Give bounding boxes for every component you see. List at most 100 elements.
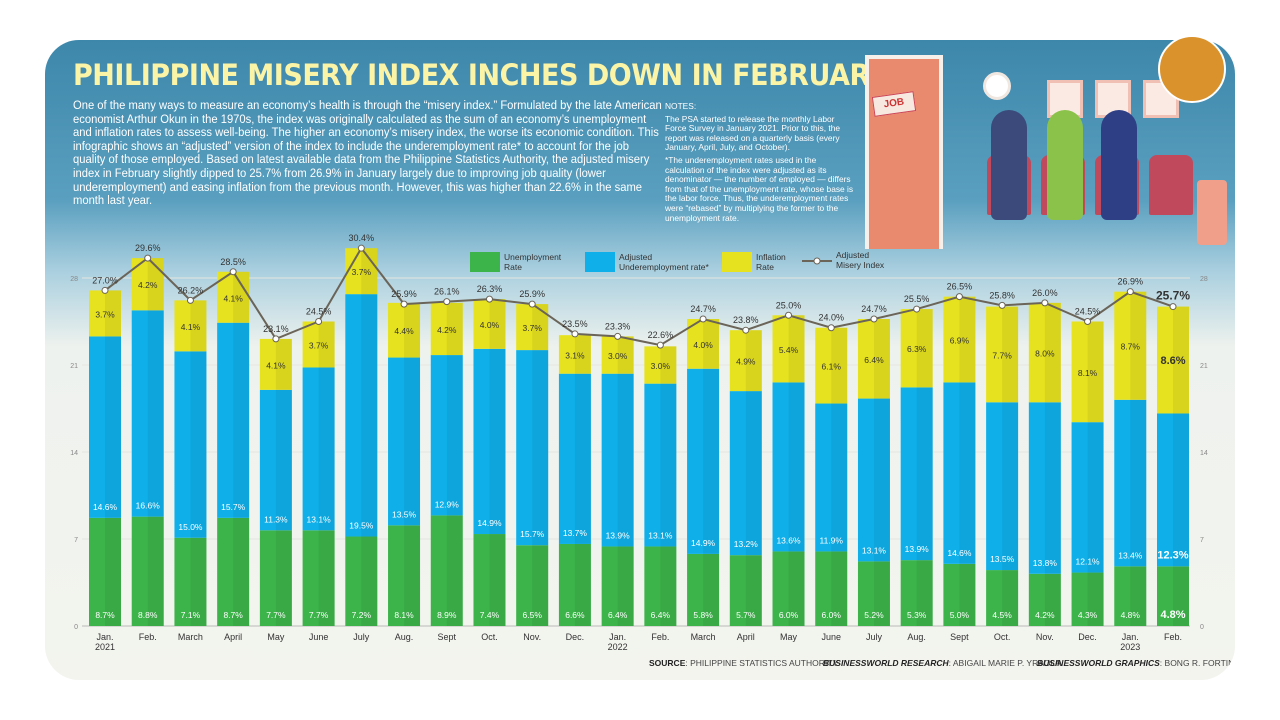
- misery-index-point: [913, 305, 921, 313]
- door-illustration: [865, 55, 943, 249]
- x-tick-label: Jan.: [1122, 632, 1139, 642]
- misery-index-label: 26.2%: [178, 285, 204, 295]
- misery-index-point: [870, 315, 878, 323]
- bar-shade: [105, 336, 121, 518]
- bar-shade: [660, 346, 677, 384]
- bar-segment: [259, 338, 292, 390]
- source-credit: SOURCE: PHILIPPINE STATISTICS AUTHORITY: [649, 658, 839, 668]
- misery-index-point: [528, 300, 536, 308]
- intro-paragraph: One of the many ways to measure an econo…: [73, 98, 662, 208]
- research-credit: BUSINESSWORLD RESEARCH: ABIGAIL MARIE P.…: [823, 658, 1061, 668]
- data-label: 4.1%: [181, 322, 201, 332]
- bar-shade: [233, 517, 250, 626]
- note-2: *The underemployment rates used in the c…: [665, 154, 854, 223]
- bar-shade: [1002, 570, 1019, 626]
- misery-index-label: 26.0%: [1032, 288, 1058, 298]
- data-label: 5.7%: [736, 610, 756, 620]
- legend-label: Unemployment: [504, 252, 562, 262]
- bar-shade: [275, 530, 292, 626]
- bar-segment: [986, 306, 1019, 403]
- bar-segment: [89, 517, 121, 626]
- misery-index-label: 23.1%: [263, 324, 289, 334]
- bar-shade: [916, 560, 933, 626]
- legend-marker: [813, 257, 821, 265]
- data-label: 8.6%: [1160, 355, 1185, 367]
- data-label: 13.8%: [1033, 558, 1058, 568]
- bar-segment: [345, 536, 378, 626]
- data-label: 5.8%: [693, 610, 713, 620]
- x-tick-label: Feb.: [1164, 632, 1182, 642]
- misery-index-label: 24.7%: [861, 304, 887, 314]
- bar-shade: [190, 300, 207, 352]
- bar-segment: [174, 537, 207, 626]
- legend-label: Rate: [756, 262, 774, 272]
- data-label: 13.9%: [606, 530, 631, 540]
- bar-shade: [1087, 321, 1104, 423]
- data-label: 8.7%: [1121, 342, 1141, 352]
- bar-segment: [601, 373, 634, 547]
- misery-index-label: 23.3%: [605, 321, 631, 331]
- bar-shade: [703, 553, 720, 626]
- bar-segment: [943, 296, 976, 383]
- bar-segment: [986, 402, 1019, 571]
- misery-index-label: 28.5%: [220, 257, 246, 267]
- bar-shade: [1130, 399, 1147, 567]
- legend-label: Rate: [504, 262, 522, 272]
- misery-index-label: 25.5%: [904, 294, 930, 304]
- data-label: 7.2%: [352, 610, 372, 620]
- misery-index-point: [571, 330, 579, 338]
- data-label: 4.1%: [223, 293, 243, 303]
- data-label: 6.1%: [822, 362, 842, 372]
- data-label: 4.2%: [437, 325, 457, 335]
- bar-shade: [404, 302, 421, 358]
- misery-index-label: 25.7%: [1156, 289, 1190, 303]
- misery-index-point: [229, 268, 237, 276]
- misery-index-label: 24.5%: [306, 307, 332, 317]
- bar-segment: [430, 515, 463, 626]
- bar-shade: [916, 309, 933, 388]
- data-label: 4.8%: [1160, 609, 1185, 621]
- bar-segment: [857, 319, 890, 399]
- misery-index-label: 25.0%: [776, 300, 802, 310]
- data-label: 3.0%: [608, 351, 628, 361]
- bar-shade: [1087, 422, 1104, 573]
- person-illustration: [1047, 110, 1083, 220]
- plant-illustration: [1197, 180, 1227, 245]
- misery-index-point: [1084, 318, 1092, 325]
- y-tick-label-right: 21: [1200, 363, 1208, 370]
- bar-shade: [574, 335, 591, 374]
- bar-shade: [446, 302, 463, 356]
- data-label: 13.4%: [1118, 550, 1143, 560]
- bar-segment: [345, 248, 378, 295]
- bar-segment: [1114, 399, 1147, 567]
- bar-segment: [1157, 413, 1189, 567]
- bar-segment: [900, 387, 933, 561]
- data-label: 7.1%: [181, 610, 201, 620]
- bar-segment: [1071, 422, 1104, 573]
- misery-index-point: [614, 332, 622, 340]
- bar-shade: [404, 357, 421, 526]
- bar-segment: [857, 561, 890, 626]
- data-label: 6.4%: [864, 355, 884, 365]
- bar-segment: [473, 534, 506, 626]
- misery-index-label: 26.5%: [947, 282, 973, 292]
- bar-segment: [1114, 291, 1147, 400]
- data-label: 3.0%: [651, 361, 671, 371]
- bar-shade: [1044, 573, 1061, 626]
- bar-segment: [1028, 302, 1061, 403]
- data-label: 6.3%: [907, 344, 927, 354]
- bar-segment: [1071, 572, 1104, 626]
- legend-swatch: [722, 252, 752, 272]
- bar-segment: [89, 336, 121, 518]
- bar-segment: [644, 346, 677, 384]
- bar-shade: [788, 551, 805, 626]
- data-label: 8.1%: [394, 610, 414, 620]
- misery-index-point: [827, 324, 835, 332]
- legend-swatch: [470, 252, 500, 272]
- bar-shade: [831, 551, 848, 626]
- data-label: 11.3%: [264, 514, 288, 524]
- person-illustration: [1101, 110, 1137, 220]
- data-label: 3.7%: [523, 323, 543, 333]
- bar-segment: [558, 543, 591, 626]
